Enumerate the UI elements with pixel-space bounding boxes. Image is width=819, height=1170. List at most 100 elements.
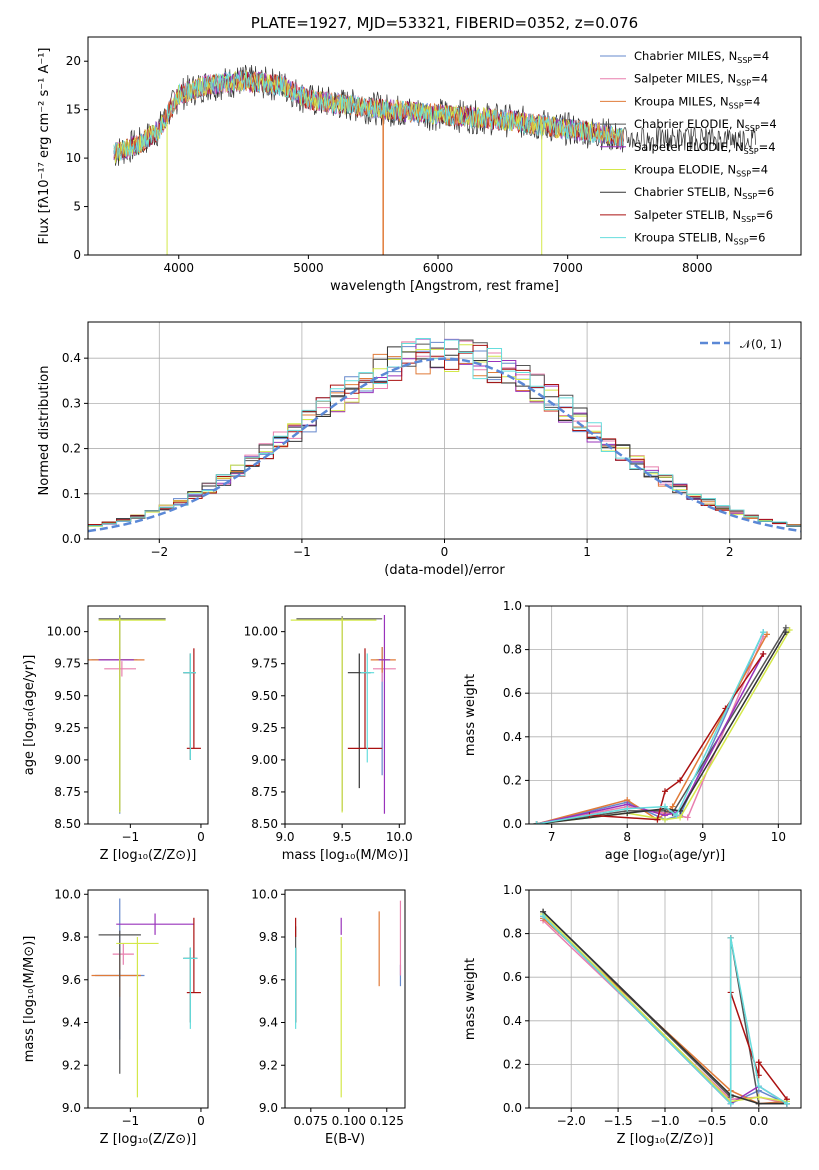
age_vs_Z-ytick-label: 10.00 bbox=[47, 625, 81, 639]
age_vs_Z-plot-area bbox=[88, 614, 201, 814]
legend-entry: Kroupa MILES, NSSP=4 bbox=[634, 94, 760, 110]
spectrum-ylabel: Flux [fλ10⁻¹⁷ erg cm⁻² s⁻¹ A⁻¹] bbox=[37, 48, 52, 245]
spectrum-frame bbox=[87, 36, 802, 256]
age_vs_mass-xtick-label: 9.5 bbox=[333, 830, 352, 844]
residuals-ylabel: Normed distribution bbox=[37, 366, 52, 496]
weight_vs_age-series-line bbox=[536, 653, 764, 824]
weight_vs_age-ytick-label: 0.8 bbox=[503, 643, 522, 657]
weight_vs_age-ylabel: mass weight bbox=[463, 674, 478, 756]
legend-subscript: SSP bbox=[736, 79, 751, 88]
residuals-ytick-label: 0.0 bbox=[62, 532, 81, 546]
legend-entry: Chabrier ELODIE, NSSP=4 bbox=[634, 117, 777, 133]
spectrum-ytick-label: 5 bbox=[73, 200, 81, 214]
mass_vs_ebv-frame bbox=[284, 889, 406, 1109]
weight_vs_age-frame bbox=[528, 605, 802, 825]
mass_vs_Z-xtick-label: −1 bbox=[122, 1114, 140, 1128]
weight_vs_Z-point-marker bbox=[755, 1083, 762, 1090]
legend-entry: Chabrier MILES, NSSP=4 bbox=[634, 49, 769, 65]
legend-subscript: SSP bbox=[729, 101, 744, 110]
mass_vs_Z-frame bbox=[87, 889, 209, 1109]
weight_vs_age-point-marker bbox=[764, 631, 770, 638]
mass_vs_Z-ytick-label: 9.0 bbox=[62, 1101, 81, 1115]
weight_vs_age-xlabel: age [log₁₀(age/yr)] bbox=[605, 848, 726, 863]
weight_vs_age-ytick-label: 0.2 bbox=[503, 773, 522, 787]
legend-value: =6 bbox=[749, 231, 766, 245]
mass_vs_Z-ytick-label: 9.4 bbox=[62, 1016, 81, 1030]
weight_vs_Z-point-marker bbox=[755, 1100, 762, 1107]
age_vs_mass-ytick-label: 9.00 bbox=[251, 753, 278, 767]
mass_vs_Z-xtick-label: 0 bbox=[197, 1114, 205, 1128]
age_vs_Z-ytick-label: 9.25 bbox=[54, 721, 81, 735]
legend-value: =4 bbox=[759, 140, 776, 154]
weight_vs_age-point-marker bbox=[654, 816, 661, 823]
weight_vs_Z-xtick-label: −1.0 bbox=[650, 1114, 679, 1128]
weight_vs_Z-series-line bbox=[542, 911, 787, 1105]
weight_vs_age-point-marker bbox=[673, 812, 680, 819]
weight_vs_age-point-marker bbox=[669, 803, 676, 810]
legend-entry: Chabrier STELIB, NSSP=6 bbox=[634, 185, 774, 201]
legend-entry: Salpeter STELIB, NSSP=6 bbox=[634, 208, 773, 224]
spectrum-ytick-label: 20 bbox=[66, 54, 81, 68]
weight_vs_Z-frame bbox=[528, 889, 802, 1109]
spectrum-title: PLATE=1927, MJD=53321, FIBERID=0352, z=0… bbox=[251, 14, 638, 32]
weight_vs_age-point-marker bbox=[677, 777, 684, 784]
age_vs_mass-frame bbox=[284, 605, 406, 825]
mass_vs_ebv-xlabel: E(B-V) bbox=[325, 1132, 365, 1147]
spectrum-plot-area bbox=[113, 64, 756, 255]
spectrum-xtick-label: 4000 bbox=[163, 261, 194, 275]
weight_vs_age-xtick-label: 8 bbox=[623, 830, 631, 844]
legend-value: =6 bbox=[756, 208, 773, 222]
age_vs_Z-ytick-label: 9.50 bbox=[54, 689, 81, 703]
weight_vs_age-point-marker bbox=[533, 821, 540, 824]
age_vs_Z-frame bbox=[87, 605, 209, 825]
spectrum-ytick-label: 10 bbox=[66, 151, 81, 165]
weight_vs_Z-xtick-label: −1.5 bbox=[604, 1114, 633, 1128]
age_vs_Z-ytick-label: 9.75 bbox=[54, 657, 81, 671]
spectrum-xtick-label: 5000 bbox=[293, 261, 324, 275]
weight_vs_Z-point-marker bbox=[727, 1100, 734, 1107]
legend-value: =4 bbox=[751, 163, 768, 177]
weight_vs_age-point-marker bbox=[786, 626, 793, 633]
weight_vs_age-series-line bbox=[536, 636, 764, 824]
legend-value: =4 bbox=[744, 94, 761, 108]
weight_vs_Z-point-marker bbox=[783, 1100, 790, 1107]
weight_vs_age-ytick-label: 0.0 bbox=[503, 817, 522, 831]
legend-subscript: SSP bbox=[741, 215, 756, 224]
spectrum-series-line bbox=[113, 71, 624, 161]
age_vs_Z-ytick-label: 8.75 bbox=[54, 785, 81, 799]
legend-entry: Salpeter MILES, NSSP=4 bbox=[634, 72, 768, 88]
weight_vs_age-point-marker bbox=[684, 814, 691, 821]
residuals-xlabel: (data-model)/error bbox=[384, 563, 505, 578]
legend-subscript: SSP bbox=[742, 192, 757, 201]
residuals-xtick-label: −2 bbox=[150, 545, 168, 559]
mass_vs_ebv-xtick-label: 0.100 bbox=[332, 1114, 366, 1128]
weight_vs_age-ytick-label: 0.4 bbox=[503, 730, 522, 744]
residuals-ytick-label: 0.1 bbox=[62, 487, 81, 501]
mass_vs_ebv-ytick-label: 9.2 bbox=[259, 1058, 278, 1072]
legend-subscript: SSP bbox=[745, 124, 760, 133]
weight_vs_age-plot-area bbox=[533, 624, 793, 824]
residuals-ytick-label: 0.4 bbox=[62, 351, 81, 365]
weight_vs_age-point-marker bbox=[760, 629, 767, 636]
legend-entry: Kroupa STELIB, NSSP=6 bbox=[634, 231, 765, 247]
legend-value: =4 bbox=[760, 117, 777, 131]
mass_vs_Z-ytick-label: 10.0 bbox=[54, 887, 81, 901]
mass_vs_ebv-ytick-label: 9.8 bbox=[259, 930, 278, 944]
spectrum-ytick-label: 15 bbox=[66, 103, 81, 117]
mass_vs_Z-ytick-label: 9.6 bbox=[62, 973, 81, 987]
legend-entry: Kroupa ELODIE, NSSP=4 bbox=[634, 163, 768, 179]
spectrum-xlabel: wavelength [Angstrom, rest frame] bbox=[330, 279, 559, 294]
spectrum-xtick-label: 6000 bbox=[423, 261, 454, 275]
mass_vs_ebv-ytick-label: 10.0 bbox=[251, 887, 278, 901]
weight_vs_Z-xtick-label: −0.5 bbox=[697, 1114, 726, 1128]
age_vs_Z-ytick-label: 9.00 bbox=[54, 753, 81, 767]
weight_vs_age-point-marker bbox=[662, 816, 668, 823]
weight_vs_Z-ytick-label: 0.2 bbox=[503, 1057, 522, 1071]
legend-subscript: SSP bbox=[744, 147, 759, 156]
spectrum-xtick-label: 7000 bbox=[552, 261, 583, 275]
weight_vs_age-ytick-label: 0.6 bbox=[503, 686, 522, 700]
weight_vs_age-point-marker bbox=[760, 650, 767, 657]
mass_vs_Z-ylabel: mass [log₁₀(M/M⊙)] bbox=[22, 936, 37, 1063]
mass_vs_ebv-ytick-label: 9.0 bbox=[259, 1101, 278, 1115]
